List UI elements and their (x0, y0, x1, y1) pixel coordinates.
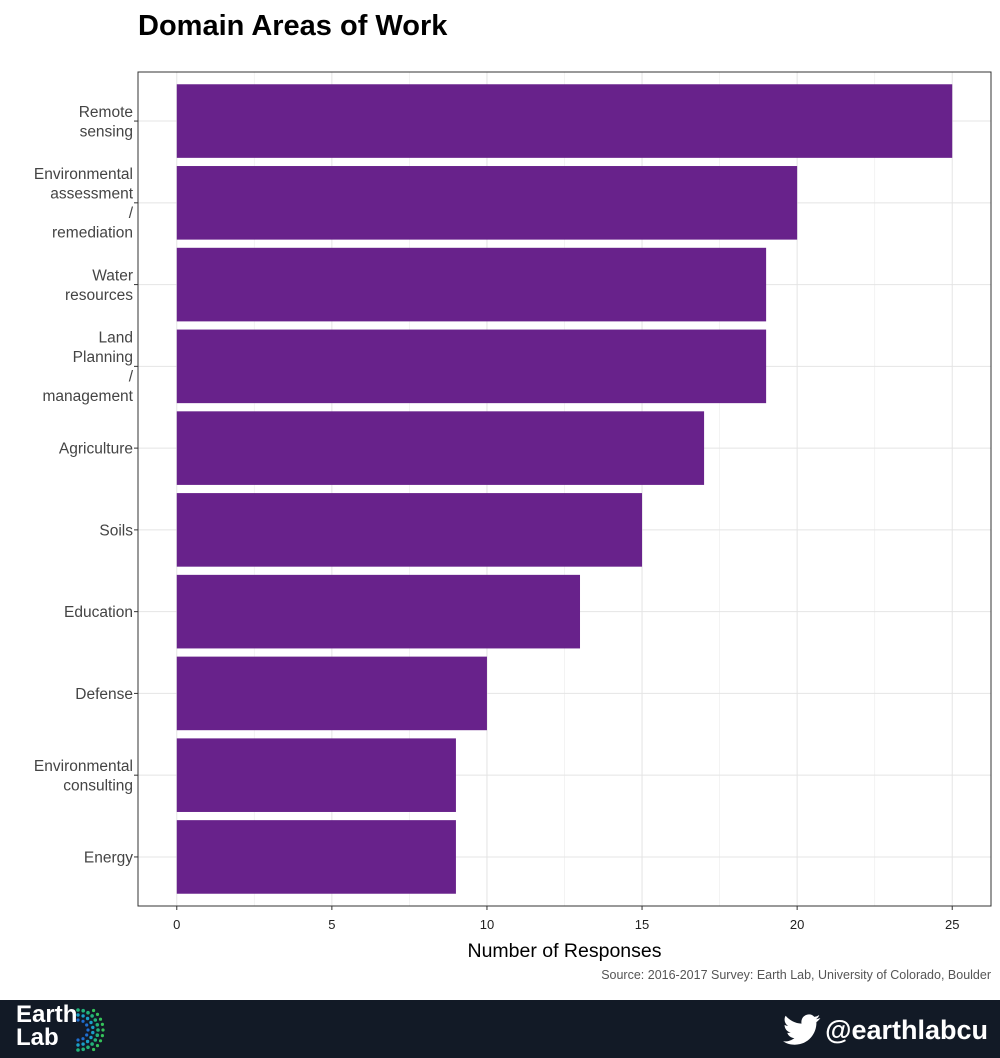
x-axis-title: Number of Responses (467, 940, 661, 962)
bar-6 (176, 493, 643, 567)
logo-dot (81, 1019, 85, 1023)
logo-dot (81, 1042, 85, 1046)
x-tick-label: 5 (328, 917, 335, 932)
logo-dot (92, 1008, 96, 1013)
x-tick-label: 25 (945, 917, 959, 932)
logo-dot (91, 1030, 95, 1035)
bar-5 (176, 411, 705, 485)
bar-1 (176, 84, 953, 158)
logo-dot (85, 1033, 89, 1037)
y-category-label: Defense (75, 686, 133, 703)
logo-dot (81, 1037, 85, 1041)
y-category-label: Environmental assessment / remediation (34, 166, 134, 242)
logo-dot (81, 1014, 85, 1018)
logo-dot (89, 1020, 93, 1025)
twitter-link[interactable]: @earthlabcu (783, 1012, 988, 1048)
logo-dot (76, 1018, 80, 1022)
chart-title: Domain Areas of Work (138, 10, 448, 42)
y-category-label: Agriculture (59, 441, 133, 458)
logo-dot (95, 1033, 100, 1037)
x-tick-label: 0 (173, 917, 180, 932)
plot-border (137, 71, 992, 907)
logo-dot (81, 1047, 85, 1052)
logo-dot (93, 1018, 98, 1022)
y-category-label: Soils (99, 522, 133, 539)
logo-dot (100, 1022, 104, 1026)
logo-dot (95, 1012, 100, 1016)
logo-dot (95, 1023, 100, 1027)
x-tick-label: 10 (480, 917, 494, 932)
logo-dot (81, 1008, 85, 1013)
source-note: Source: 2016-2017 Survey: Earth Lab, Uni… (601, 968, 991, 982)
bar-3 (176, 247, 767, 322)
earth-lab-dots-icon (76, 1008, 105, 1052)
bar-4 (176, 329, 767, 404)
y-category-label: Water resources (65, 267, 133, 304)
logo-dot (85, 1016, 90, 1021)
logo-dot (76, 1038, 80, 1042)
logo-dot (76, 1008, 80, 1012)
x-tick-label: 15 (635, 917, 649, 932)
x-tick-label: 20 (790, 917, 804, 932)
earth-lab-logo[interactable]: Earth Lab (16, 1001, 78, 1051)
y-category-label: Energy (84, 849, 133, 866)
logo-dot (85, 1023, 89, 1027)
logo-dot (92, 1047, 96, 1052)
logo-dot (101, 1028, 105, 1032)
y-category-label: Remote sensing (79, 104, 133, 141)
logo-dot (76, 1043, 80, 1047)
y-category-label: Environmental consulting (34, 758, 133, 795)
logo-dot (98, 1039, 103, 1043)
bar-8 (176, 656, 487, 731)
logo-dot (86, 1010, 90, 1015)
twitter-bird-icon (783, 1014, 821, 1045)
bar-chart: 0 5 10 15 20 25 Remote sensing Environmental asse… (34, 71, 992, 962)
logo-dot (90, 1014, 94, 1018)
logo-dot (89, 1035, 93, 1040)
logo-dot (76, 1013, 80, 1017)
y-category-label: Land Planning / management (43, 330, 134, 406)
logo-dot (93, 1038, 98, 1042)
bar-2 (176, 166, 798, 240)
bar-10 (176, 820, 456, 894)
logo-dot (98, 1017, 103, 1021)
logo-dot (91, 1025, 95, 1030)
footer-bar: Earth Lab @earthlabcu (0, 1000, 1000, 1058)
bar-9 (176, 738, 456, 812)
logo-dot (100, 1034, 104, 1038)
logo-dot (96, 1028, 100, 1032)
bar-7 (176, 574, 581, 649)
twitter-handle: @earthlabcu (825, 1014, 988, 1045)
logo-dot (90, 1042, 94, 1046)
logo-dot (76, 1048, 80, 1052)
y-category-label: Education (64, 604, 133, 621)
logo-dot (86, 1028, 90, 1032)
logo-dot (95, 1044, 100, 1048)
logo-dot (86, 1045, 90, 1050)
logo-dot (85, 1039, 90, 1044)
